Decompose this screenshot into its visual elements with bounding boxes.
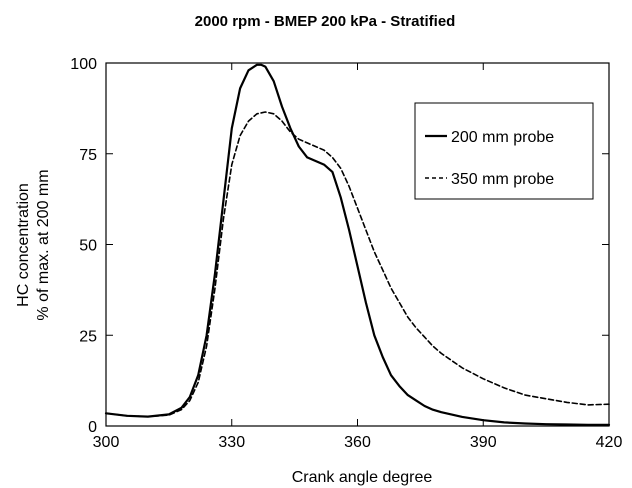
x-tick-label: 390 [470, 434, 497, 451]
series-layer [104, 63, 611, 426]
legend: 200 mm probe 350 mm probe [414, 102, 594, 200]
x-tick-label: 300 [93, 434, 120, 451]
chart-title: 2000 rpm - BMEP 200 kPa - Stratified [195, 13, 456, 30]
y-tick-label: 75 [79, 147, 97, 164]
y-tick-label: 0 [88, 419, 97, 436]
legend-label-2: 350 mm probe [451, 171, 554, 188]
y-axis-label-line1: HC concentration [15, 183, 32, 307]
legend-label-1: 200 mm probe [451, 129, 554, 146]
series-line-1 [104, 63, 611, 426]
legend-box [414, 102, 594, 200]
y-tick-label: 100 [70, 56, 97, 73]
y-axis-label-line2: % of max. at 200 mm [35, 169, 52, 320]
series-line-2 [105, 111, 610, 418]
x-tick-label: 420 [596, 434, 623, 451]
y-tick-label: 50 [79, 238, 97, 255]
x-tick-label: 330 [218, 434, 245, 451]
y-tick-label: 25 [79, 328, 97, 345]
x-axis-label: Crank angle degree [292, 469, 433, 486]
x-tick-label: 360 [344, 434, 371, 451]
axis-ticks: 300 330 360 390 420 0 25 50 75 100 [70, 56, 622, 451]
